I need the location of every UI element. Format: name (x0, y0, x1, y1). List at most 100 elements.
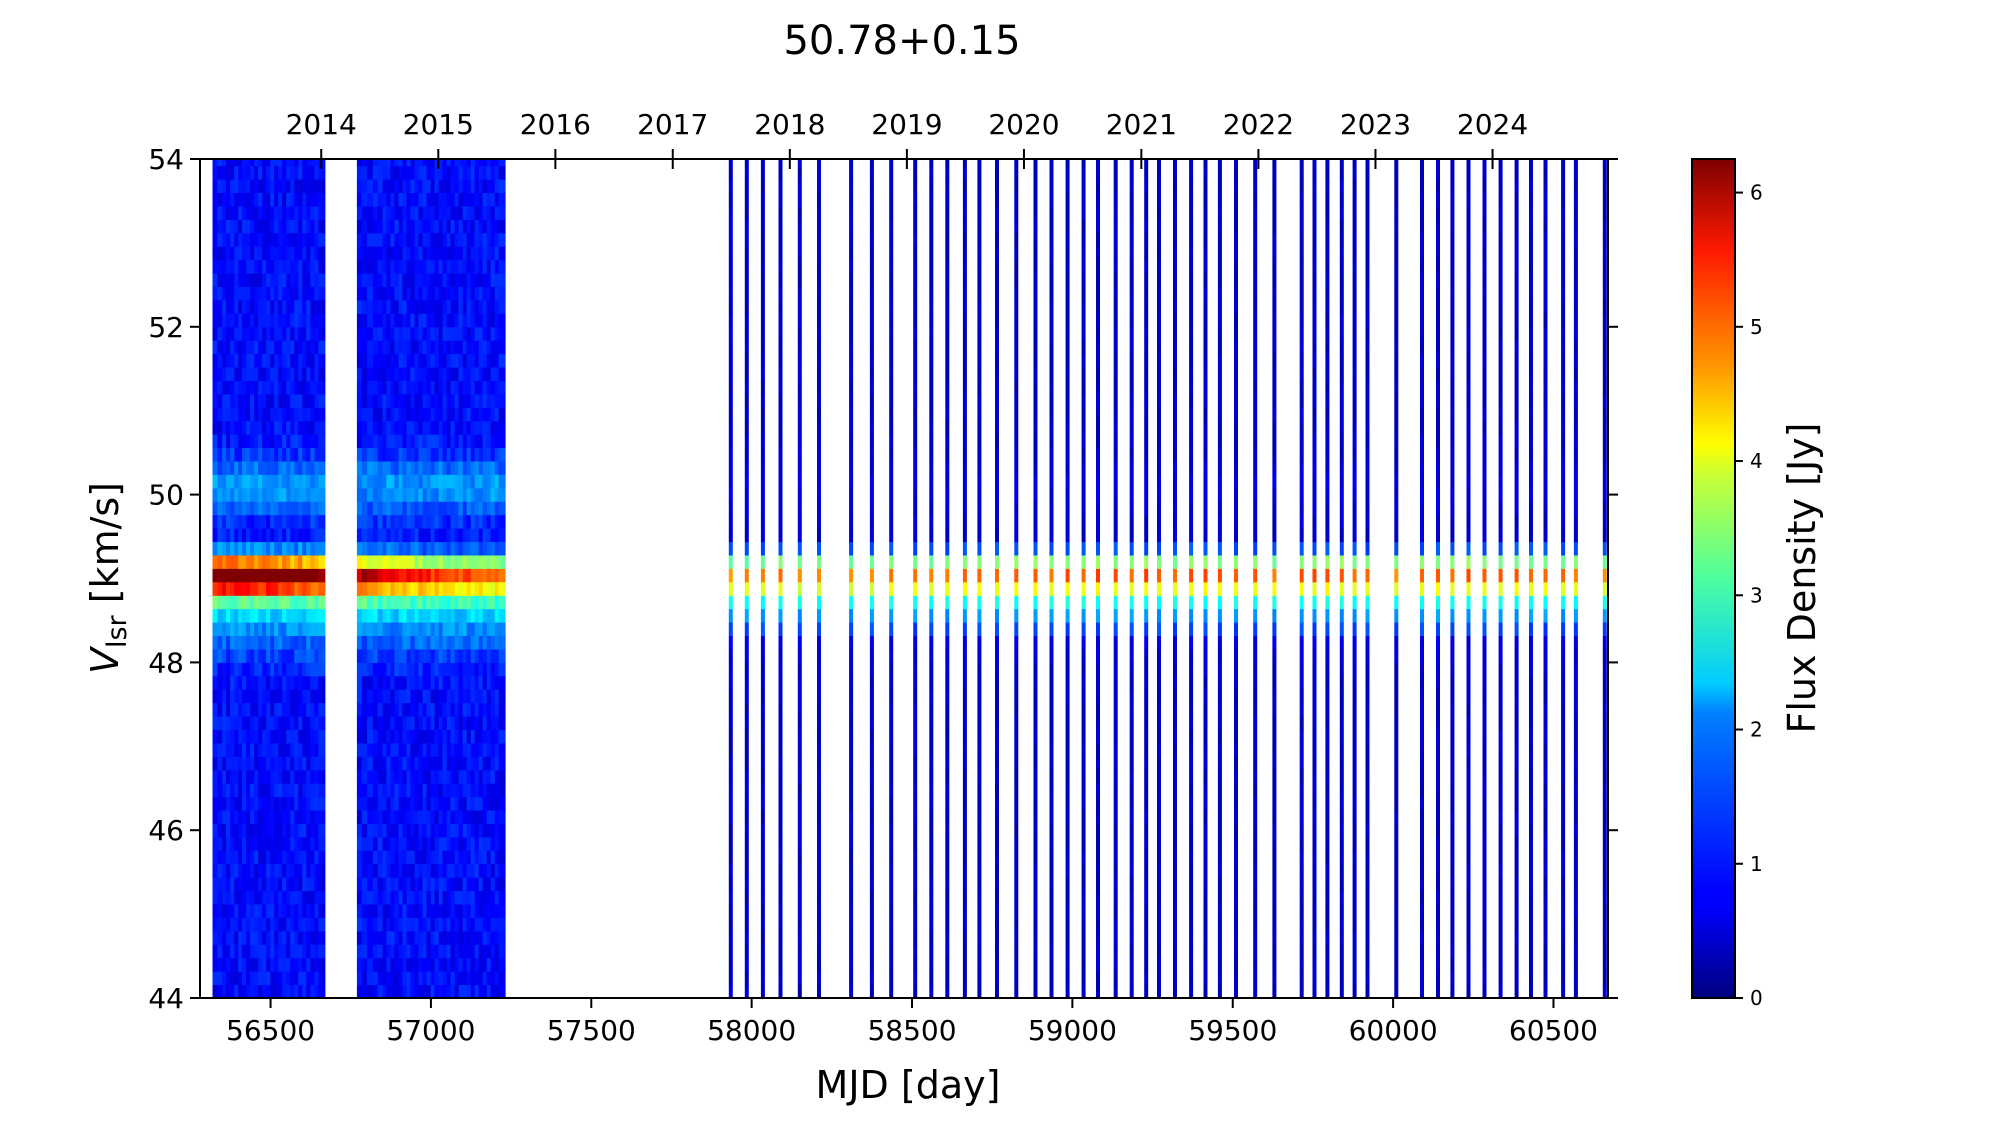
y-tick-label: 46 (148, 814, 184, 847)
spectrum-strip (372, 159, 380, 998)
x-tick-label: 57000 (386, 1014, 475, 1047)
spectrum-strip (1299, 159, 1304, 998)
colorbar-tick-label: 6 (1750, 181, 1763, 205)
spectrum-strip (238, 159, 246, 998)
spectrum-strip (817, 159, 821, 998)
spectrum-strip (728, 159, 733, 998)
spectrum-strip (454, 159, 462, 998)
spectrum-strip (294, 159, 302, 998)
colorbar-tick-label: 2 (1750, 718, 1763, 742)
spectrum-strip (1561, 159, 1566, 998)
x-tick-label: 58000 (707, 1014, 796, 1047)
spectrum-strip (1420, 159, 1424, 998)
spectrum-strip (1144, 159, 1149, 998)
spectrum-strip (226, 159, 233, 998)
spectrum-strip (314, 159, 322, 998)
spectrum-strip (1352, 159, 1357, 998)
spectrum-strip (367, 159, 375, 998)
spectrum-strip (386, 159, 394, 998)
spectrum-strip (1217, 159, 1222, 998)
spectrum-strip (1129, 159, 1134, 998)
spectrum-strip (222, 159, 230, 998)
spectrum-strip (298, 159, 306, 998)
spectrum-strip (995, 159, 999, 998)
spectrum-strip (1573, 159, 1578, 998)
spectrum-strip (274, 159, 282, 998)
spectrum-strip (929, 159, 934, 998)
spectrum-strip (458, 159, 466, 998)
spectrum-strip (1543, 159, 1548, 998)
spectrum-strip (797, 159, 802, 998)
spectrum-strip (217, 159, 225, 998)
spectrum-strip (913, 159, 918, 998)
spectrum-strip (478, 159, 486, 998)
spectrum-strip (394, 159, 402, 998)
spectrum-strip (402, 159, 410, 998)
chart-title: 50.78+0.15 (783, 18, 1020, 64)
heatmap-image (212, 159, 1607, 998)
top-year-label: 2015 (403, 108, 474, 141)
spectrum-strip (254, 159, 262, 998)
spectrum-strip (1436, 159, 1440, 998)
spectrum-strip (1157, 159, 1161, 998)
x-axis-ticks: 56500 57000 57500 58000 58500 59000 59500 60000… (226, 998, 1598, 1047)
spectrum-strip (498, 159, 506, 998)
spectrum-strip (410, 159, 418, 998)
x-tick-label: 56500 (226, 1014, 315, 1047)
colorbar-tick-label: 1 (1750, 852, 1763, 876)
spectrum-strip (1498, 159, 1503, 998)
spectrum-strip (490, 159, 498, 998)
spectrum-strip (1339, 159, 1344, 998)
spectrum-strip (1014, 159, 1019, 998)
spectrum-strip (361, 159, 369, 998)
spectrum-strip (778, 159, 783, 998)
top-year-label: 2022 (1223, 108, 1294, 141)
top-year-label: 2023 (1340, 108, 1411, 141)
spectrum-strip (474, 159, 482, 998)
spectrum-strip (1253, 159, 1258, 998)
spectrum-strip (466, 159, 474, 998)
top-year-label: 2020 (988, 108, 1059, 141)
spectrum-strip (1272, 159, 1277, 998)
x-tick-label: 59000 (1028, 1014, 1117, 1047)
spectrum-strip (282, 159, 290, 998)
colorbar-tick-label: 5 (1750, 315, 1763, 339)
spectrum-strip (306, 159, 314, 998)
top-year-label: 2024 (1457, 108, 1528, 141)
x-tick-label: 58500 (867, 1014, 956, 1047)
spectrum-strip (302, 159, 310, 998)
spectrum-strip (1312, 159, 1317, 998)
y-axis-label-symbol: V (83, 645, 127, 674)
colorbar (1691, 158, 1736, 999)
colorbar-tick-label: 3 (1750, 583, 1763, 607)
y-tick-label: 54 (148, 143, 184, 176)
spectrum-strip (1203, 159, 1208, 998)
spectrum-strip (426, 159, 434, 998)
spectrum-strip (1113, 159, 1118, 998)
spectrum-strip (1325, 159, 1330, 998)
spectrum-strip (1234, 159, 1238, 998)
spectrum-strip (442, 159, 450, 998)
spectrum-strip (438, 159, 446, 998)
spectrum-strip (390, 159, 398, 998)
x-tick-label: 57500 (547, 1014, 636, 1047)
spectrum-strip (977, 159, 982, 998)
spectrum-strip (1173, 159, 1177, 998)
top-year-label: 2014 (286, 108, 357, 141)
x-tick-label: 60500 (1509, 1014, 1598, 1047)
spectrum-strip (422, 159, 430, 998)
spectrum-strip (482, 159, 490, 998)
top-year-label: 2018 (754, 108, 825, 141)
top-year-label: 2017 (637, 108, 708, 141)
spectrum-strip (962, 159, 967, 998)
spectrum-strip (446, 159, 454, 998)
spectrum-strip (212, 159, 220, 998)
spectrum-strip (270, 159, 278, 998)
y-tick-label: 52 (148, 311, 184, 344)
spectrum-strip (1033, 159, 1038, 998)
colorbar-ticks: 0 1 2 3 4 5 6 (1735, 181, 1763, 1010)
x-tick-label: 60000 (1349, 1014, 1438, 1047)
spectrum-strip (1514, 159, 1519, 998)
spectrum-strip (234, 159, 242, 998)
spectrum-strip (318, 159, 326, 998)
